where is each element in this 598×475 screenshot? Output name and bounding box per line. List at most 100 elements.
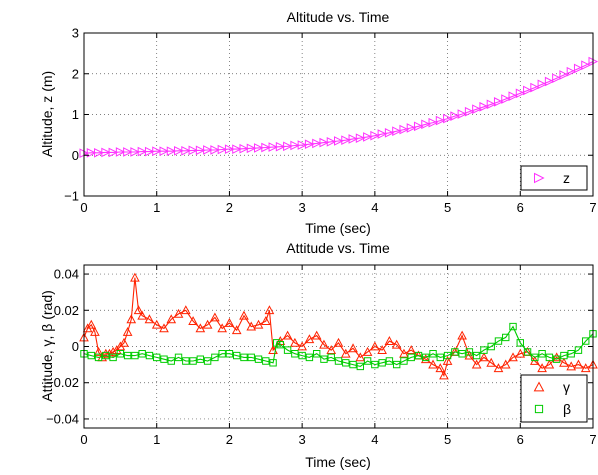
x-tick-label: 2 bbox=[226, 200, 233, 215]
data-point bbox=[523, 85, 533, 96]
data-point bbox=[320, 355, 328, 363]
data-point bbox=[509, 322, 517, 331]
data-point bbox=[264, 305, 275, 315]
data-point bbox=[400, 357, 408, 365]
data-point bbox=[458, 350, 466, 358]
data-point bbox=[531, 353, 539, 362]
x-tick-label: 5 bbox=[444, 200, 451, 215]
data-point bbox=[232, 144, 242, 154]
data-point bbox=[138, 350, 146, 358]
data-point bbox=[246, 321, 257, 331]
data-point bbox=[268, 142, 279, 152]
data-point bbox=[406, 123, 417, 133]
data-point bbox=[371, 360, 379, 369]
data-point bbox=[334, 136, 344, 146]
data-point bbox=[494, 337, 503, 345]
data-point bbox=[189, 357, 197, 365]
altitude-plot: Altitude vs. Time Time (sec) Altitude, z… bbox=[39, 9, 598, 236]
data-point bbox=[254, 143, 264, 153]
x-tick-label: 3 bbox=[299, 200, 306, 215]
data-point bbox=[174, 145, 184, 156]
x-tick-label: 0 bbox=[80, 200, 87, 215]
data-point bbox=[349, 360, 357, 369]
data-point bbox=[239, 143, 250, 154]
data-point bbox=[516, 339, 524, 347]
data-point bbox=[399, 348, 409, 358]
data-point bbox=[94, 353, 103, 362]
data-point bbox=[210, 145, 221, 155]
data-point bbox=[152, 146, 162, 156]
data-point bbox=[86, 319, 97, 329]
data-point bbox=[326, 136, 337, 147]
altitude-plot-xlabel: Time (sec) bbox=[305, 220, 371, 236]
data-point bbox=[166, 146, 177, 156]
series-line-gamma bbox=[83, 277, 594, 378]
data-point bbox=[246, 143, 257, 154]
y-tick-label: 0 bbox=[72, 339, 79, 354]
data-point bbox=[80, 350, 88, 358]
data-point bbox=[247, 353, 255, 362]
data-point bbox=[188, 145, 199, 156]
data-point bbox=[203, 357, 212, 365]
x-tick-label: 1 bbox=[153, 200, 160, 215]
data-point bbox=[464, 106, 475, 117]
y-tick-label: 0.04 bbox=[54, 267, 79, 282]
x-tick-label: 4 bbox=[371, 432, 378, 447]
data-point bbox=[355, 133, 366, 143]
data-point bbox=[479, 352, 489, 362]
data-point bbox=[144, 314, 155, 324]
y-tick-label: 0 bbox=[72, 148, 79, 163]
data-point bbox=[297, 140, 308, 150]
altitude-plot-ylabel: Altitude, z (m) bbox=[39, 71, 55, 157]
data-point bbox=[283, 141, 293, 152]
data-point bbox=[392, 360, 401, 369]
legend-box bbox=[520, 165, 588, 191]
data-point bbox=[363, 132, 373, 142]
data-point bbox=[231, 325, 242, 335]
x-tick-label: 1 bbox=[153, 432, 160, 447]
data-point bbox=[116, 350, 125, 358]
data-point bbox=[551, 352, 562, 362]
data-point bbox=[276, 340, 285, 349]
data-point bbox=[145, 351, 154, 360]
attitude-plot: Attitude vs. Time Time (sec) Attitude, γ… bbox=[39, 240, 598, 470]
x-tick-label: 7 bbox=[589, 200, 596, 215]
data-point bbox=[457, 109, 468, 119]
attitude-plot-xlabel: Time (sec) bbox=[305, 454, 371, 470]
data-point bbox=[130, 272, 140, 282]
data-point bbox=[428, 359, 438, 369]
data-point bbox=[500, 359, 511, 369]
data-point bbox=[552, 73, 562, 84]
data-point bbox=[370, 341, 380, 351]
data-point bbox=[523, 348, 532, 356]
data-point bbox=[413, 121, 424, 132]
data-point bbox=[493, 363, 504, 373]
data-point bbox=[406, 345, 417, 355]
data-point bbox=[195, 323, 206, 333]
legend-marker bbox=[534, 404, 544, 414]
data-point bbox=[407, 353, 415, 362]
data-point bbox=[508, 352, 518, 362]
data-point bbox=[202, 319, 213, 329]
data-point bbox=[166, 314, 177, 324]
data-point bbox=[261, 142, 271, 153]
data-point bbox=[159, 146, 170, 156]
data-point bbox=[421, 119, 431, 130]
data-point bbox=[102, 351, 110, 360]
data-point bbox=[552, 355, 561, 363]
y-tick-label: −0.04 bbox=[46, 411, 79, 426]
data-point bbox=[451, 348, 459, 356]
data-point bbox=[589, 330, 597, 338]
data-point bbox=[479, 101, 490, 112]
data-point bbox=[377, 129, 388, 139]
attitude-plot-ylabel: Attitude, γ, β (rad) bbox=[39, 290, 55, 402]
data-point bbox=[515, 348, 526, 358]
data-point bbox=[544, 76, 555, 87]
data-point bbox=[217, 144, 228, 155]
data-point bbox=[115, 147, 126, 157]
legend-label: z bbox=[563, 170, 570, 186]
data-point bbox=[122, 326, 133, 336]
x-tick-label: 2 bbox=[226, 432, 233, 447]
data-point bbox=[319, 137, 330, 148]
data-point bbox=[544, 359, 555, 369]
